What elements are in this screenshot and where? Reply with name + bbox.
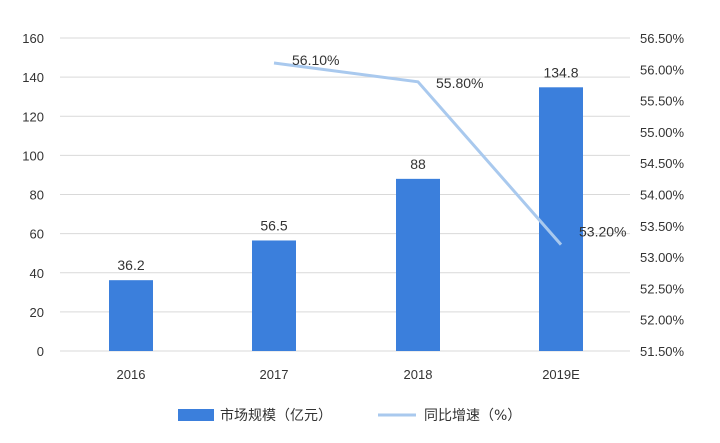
right-tick-label: 52.50%: [640, 281, 685, 296]
right-tick-label: 54.00%: [640, 188, 685, 203]
x-tick-label: 2018: [404, 367, 433, 382]
bar: [109, 280, 153, 351]
left-axis-ticks: 0 20 40 60 80 100 120 140 160: [22, 31, 44, 359]
bar-data-labels: 36.2 56.5 88 134.8: [117, 64, 578, 273]
right-tick-label: 52.00%: [640, 313, 685, 328]
x-tick-label: 2019E: [542, 367, 580, 382]
bar: [252, 240, 296, 351]
bar-data-label: 56.5: [260, 217, 287, 233]
line-data-label: 53.20%: [579, 224, 626, 240]
left-tick-label: 160: [22, 31, 44, 46]
x-tick-label: 2017: [260, 367, 289, 382]
legend-swatch-bar: [178, 409, 214, 421]
legend-label-line: 同比增速（%）: [424, 408, 521, 424]
right-tick-label: 51.50%: [640, 344, 685, 359]
left-tick-label: 40: [30, 266, 44, 281]
bar-data-label: 134.8: [543, 64, 578, 80]
left-tick-label: 140: [22, 70, 44, 85]
line-path: [273, 61, 563, 246]
bar: [396, 178, 440, 351]
left-tick-label: 80: [30, 188, 44, 203]
x-tick-label: 2016: [117, 367, 146, 382]
right-tick-label: 55.50%: [640, 94, 685, 109]
right-tick-label: 56.00%: [640, 62, 685, 77]
left-tick-label: 0: [37, 344, 44, 359]
line-data-label: 56.10%: [292, 52, 339, 68]
right-tick-label: 53.00%: [640, 250, 685, 265]
right-tick-label: 53.50%: [640, 219, 685, 234]
left-tick-label: 100: [22, 148, 44, 163]
line-data-label: 55.80%: [436, 75, 483, 91]
right-tick-label: 54.50%: [640, 156, 685, 171]
legend: 市场规模（亿元） 同比增速（%）: [178, 407, 521, 424]
right-axis-ticks: 51.50% 52.00% 52.50% 53.00% 53.50% 54.00% 54.5…: [640, 31, 685, 359]
x-axis-ticks: 2016 2017 2018 2019E: [117, 367, 581, 382]
bar-data-label: 88: [410, 156, 426, 172]
right-tick-label: 55.00%: [640, 125, 685, 140]
line-series: [273, 61, 563, 246]
left-tick-label: 120: [22, 109, 44, 124]
gridlines: [60, 37, 630, 352]
bar-series: [109, 87, 583, 352]
bar: [539, 87, 583, 352]
bar-data-label: 36.2: [117, 257, 144, 273]
right-tick-label: 56.50%: [640, 31, 685, 46]
legend-label-bar: 市场规模（亿元）: [220, 407, 332, 424]
line-data-labels: 56.10% 55.80% 53.20%: [292, 52, 626, 240]
left-tick-label: 60: [30, 227, 44, 242]
left-tick-label: 20: [30, 305, 44, 320]
